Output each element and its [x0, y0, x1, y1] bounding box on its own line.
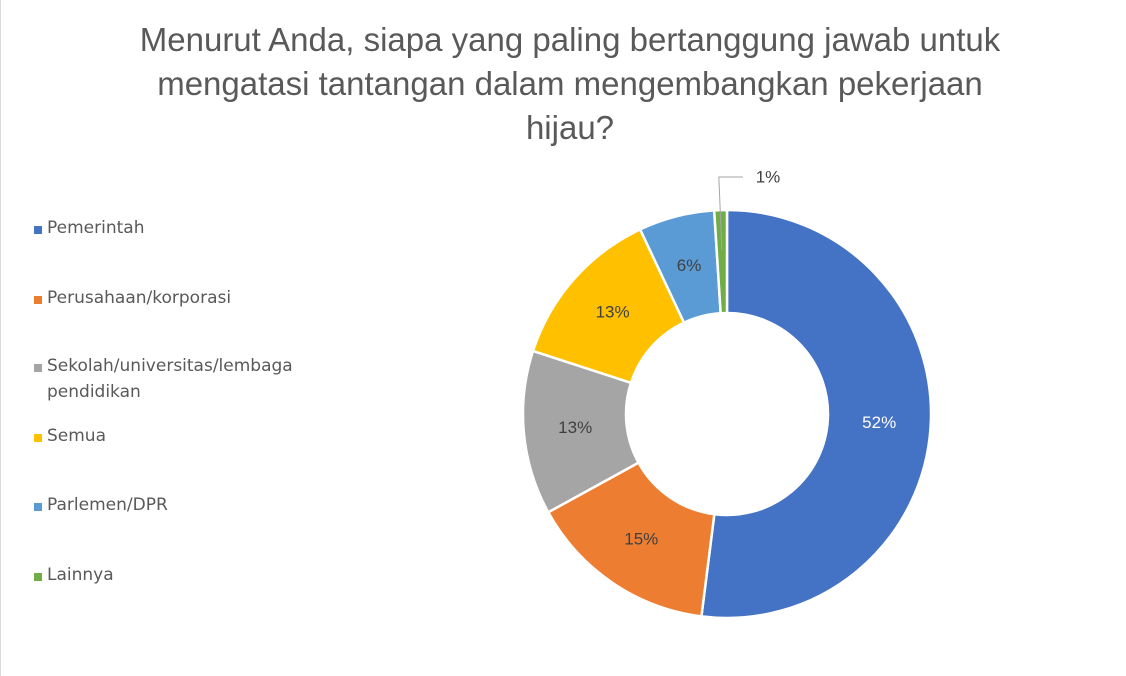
slice-value-label: 15% — [624, 530, 658, 549]
slice-value-label: 6% — [677, 256, 702, 275]
legend-item-perusahaan: Perusahaan/korporasi — [34, 288, 354, 311]
legend-swatch — [34, 226, 42, 234]
legend-item-parlemen: Parlemen/DPR — [34, 495, 354, 518]
donut-slice-1 — [700, 208, 933, 620]
slice-value-label: 13% — [558, 418, 592, 437]
legend-label: Perusahaan/korporasi — [47, 288, 232, 308]
slice-value-label: 1% — [756, 167, 781, 186]
legend-item-sekolah: Sekolah/universitas/lembaga pendidikan — [34, 356, 354, 405]
leader-line — [718, 176, 743, 251]
slice-value-label: 13% — [596, 303, 630, 322]
legend-swatch — [34, 573, 42, 581]
chart-title: Menurut Anda, siapa yang paling bertangg… — [139, 21, 1001, 146]
legend-item-lainnya: Lainnya — [34, 565, 354, 588]
legend-swatch — [34, 503, 42, 511]
legend-swatch — [34, 434, 42, 442]
legend-label: Semua — [47, 426, 107, 446]
donut-slice-2 — [546, 460, 716, 618]
legend-label: Pemerintah — [47, 218, 145, 238]
slice-labels: 52% 15% 13% 13% 6% 1% — [558, 167, 896, 548]
sheet-gridline — [0, 0, 1, 676]
legend-swatch — [34, 296, 42, 304]
slice-value-label: 52% — [862, 413, 896, 432]
legend-label: Lainnya — [47, 565, 114, 585]
donut-slices — [521, 208, 933, 620]
legend-label: Parlemen/DPR — [47, 495, 168, 515]
legend-swatch — [34, 364, 42, 372]
legend-item-semua: Semua — [34, 426, 354, 449]
donut-slice-6 — [712, 208, 729, 315]
legend-item-pemerintah: Pemerintah — [34, 218, 354, 241]
leader-lines — [718, 176, 743, 251]
legend-label: Sekolah/universitas/lembaga pendidikan — [47, 356, 293, 402]
